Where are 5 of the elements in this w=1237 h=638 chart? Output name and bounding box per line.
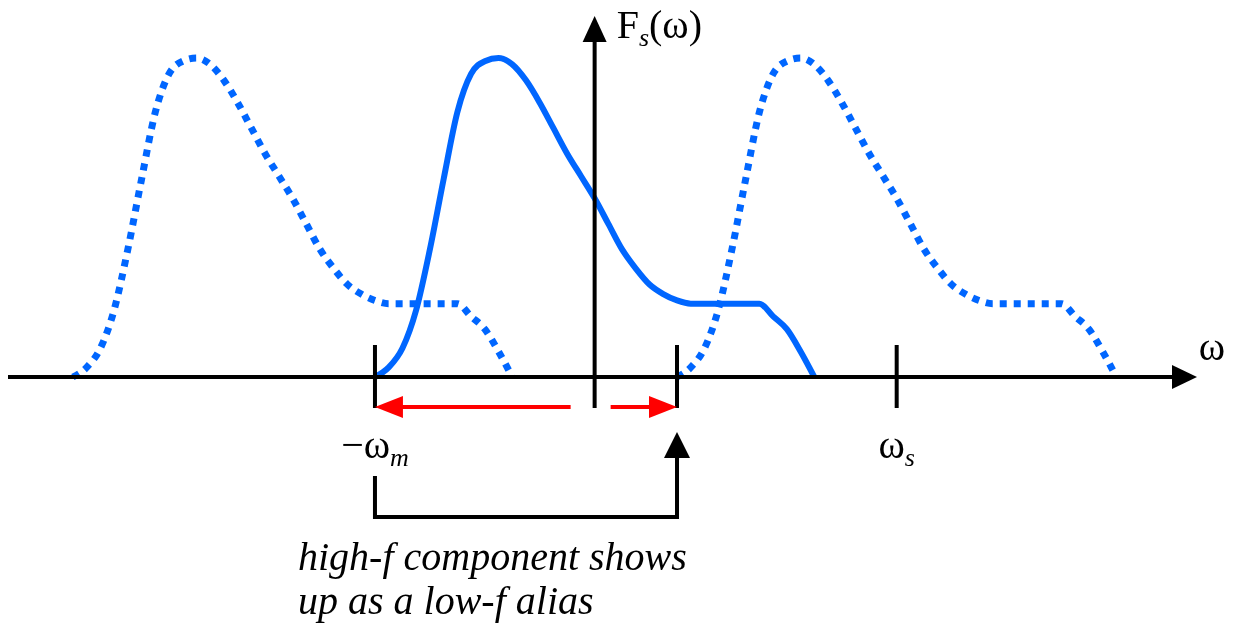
x-tick-label: ω$_{s}$ bbox=[878, 422, 915, 472]
x-tick-label: −ω$_{m}$ bbox=[341, 422, 409, 472]
y-axis-title: F$_{s}$(ω) bbox=[616, 2, 702, 52]
x-axis-title: ω bbox=[1198, 324, 1226, 369]
text: high-f component shows up as a low-f alias bbox=[298, 534, 687, 623]
